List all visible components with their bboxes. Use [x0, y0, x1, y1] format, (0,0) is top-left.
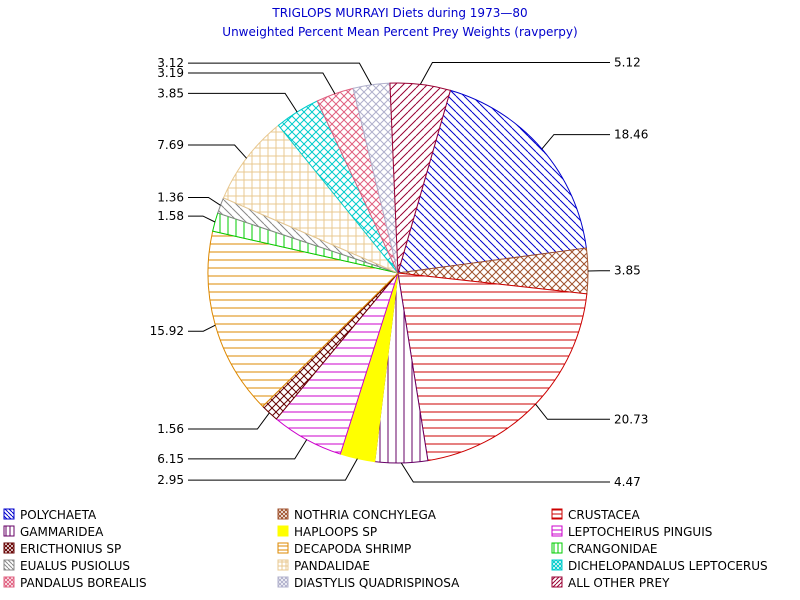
- legend-item-crangonidae: CRANGONIDAE: [551, 542, 658, 556]
- leader-line-pandalus-borealis: [188, 72, 336, 95]
- legend-item-decapoda-shrimp: DECAPODA SHRIMP: [277, 542, 411, 556]
- leader-line-eualus-pusiolus: [188, 197, 221, 206]
- legend-swatch-decapoda-shrimp: [277, 542, 289, 554]
- chart-subtitle: Unweighted Percent Mean Percent Prey Wei…: [222, 25, 577, 39]
- legend-label-crangonidae: CRANGONIDAE: [568, 542, 658, 556]
- value-label-all-other-prey: 5.12: [614, 56, 641, 70]
- slice-polychaeta: [397, 89, 587, 274]
- legend-swatch-crustacea: [551, 508, 563, 520]
- value-label-ericthonius-sp: 1.56: [157, 422, 184, 436]
- legend-item-leptocheirus-pinguis: LEPTOCHEIRUS PINGUIS: [551, 525, 712, 539]
- leader-line-crangonidae: [188, 215, 216, 223]
- leader-line-crustacea: [535, 403, 610, 420]
- legend-swatch-crangonidae: [551, 542, 563, 554]
- pie-slices: [207, 82, 589, 464]
- legend-swatch-dichelopandalus-leptocerus: [551, 559, 563, 571]
- value-label-eualus-pusiolus: 1.36: [157, 191, 184, 205]
- leader-line-all-other-prey: [419, 62, 610, 85]
- slice-decapoda-shrimp: [207, 230, 400, 408]
- legend-label-crustacea: CRUSTACEA: [568, 508, 640, 522]
- leader-line-pandalidae: [188, 144, 247, 159]
- legend-item-diastylis-quadrispinosa: DIASTYLIS QUADRISPINOSA: [277, 576, 460, 590]
- value-label-polychaeta: 18.46: [614, 128, 648, 142]
- value-label-crangonidae: 1.58: [157, 209, 184, 223]
- value-label-pandalus-borealis: 3.19: [157, 66, 184, 80]
- value-label-haploops-sp: 2.95: [157, 473, 184, 487]
- legend-swatch-all-other-prey: [551, 576, 563, 588]
- legend-swatch-leptocheirus-pinguis: [551, 525, 563, 537]
- legend-item-dichelopandalus-leptocerus: DICHELOPANDALUS LEPTOCERUS: [551, 559, 768, 573]
- legend-swatch-pandalidae: [277, 559, 289, 571]
- value-label-dichelopandalus-leptocerus: 3.85: [157, 86, 184, 100]
- legend-swatch-nothria-conchylega: [277, 508, 289, 520]
- value-label-pandalidae: 7.69: [157, 138, 184, 152]
- legend-item-haploops-sp: HAPLOOPS SP: [277, 525, 377, 539]
- legend-label-all-other-prey: ALL OTHER PREY: [568, 576, 670, 590]
- legend-item-all-other-prey: ALL OTHER PREY: [551, 576, 670, 590]
- legend-swatch-polychaeta: [3, 508, 15, 520]
- legend-label-haploops-sp: HAPLOOPS SP: [294, 525, 377, 539]
- legend-label-dichelopandalus-leptocerus: DICHELOPANDALUS LEPTOCERUS: [568, 559, 768, 573]
- legend-label-leptocheirus-pinguis: LEPTOCHEIRUS PINGUIS: [568, 525, 712, 539]
- legend-item-pandalus-borealis: PANDALUS BOREALIS: [3, 576, 147, 590]
- legend-item-pandalidae: PANDALIDAE: [277, 559, 370, 573]
- legend-item-gammaridea: GAMMARIDEA: [3, 525, 104, 539]
- legend-item-nothria-conchylega: NOTHRIA CONCHYLEGA: [277, 508, 437, 522]
- legend-label-decapoda-shrimp: DECAPODA SHRIMP: [294, 542, 411, 556]
- leader-line-decapoda-shrimp: [188, 324, 216, 332]
- legend-swatch-ericthonius-sp: [3, 542, 15, 554]
- value-label-diastylis-quadrispinosa: 3.12: [157, 56, 184, 70]
- leader-line-haploops-sp: [188, 458, 358, 481]
- legend-item-crustacea: CRUSTACEA: [551, 508, 640, 522]
- legend-item-eualus-pusiolus: EUALUS PUSIOLUS: [3, 559, 130, 573]
- leader-line-ericthonius-sp: [188, 412, 270, 430]
- value-label-nothria-conchylega: 3.85: [614, 264, 641, 278]
- legend-label-gammaridea: GAMMARIDEA: [20, 525, 104, 539]
- leader-line-dichelopandalus-leptocerus: [188, 92, 298, 113]
- legend-label-ericthonius-sp: ERICTHONIUS SP: [20, 542, 121, 556]
- legend-swatch-gammaridea: [3, 525, 15, 537]
- value-label-leptocheirus-pinguis: 6.15: [157, 452, 184, 466]
- legend-label-pandalidae: PANDALIDAE: [294, 559, 370, 573]
- legend-item-ericthonius-sp: ERICTHONIUS SP: [3, 542, 121, 556]
- legend-item-polychaeta: POLYCHAETA: [3, 508, 97, 522]
- legend: POLYCHAETA NOTHRIA CONCHYLEGA CRUSTACEA GAM…: [3, 508, 768, 590]
- value-labels: 18.46 3.85 20.73 4.47 2.95 6.15 1.56 15.92 1.58 1…: [150, 56, 649, 490]
- legend-label-polychaeta: POLYCHAETA: [20, 508, 97, 522]
- legend-label-nothria-conchylega: NOTHRIA CONCHYLEGA: [294, 508, 437, 522]
- value-label-decapoda-shrimp: 15.92: [150, 324, 184, 338]
- legend-swatch-diastylis-quadrispinosa: [277, 576, 289, 588]
- value-label-gammaridea: 4.47: [614, 475, 641, 489]
- slice-crustacea: [397, 272, 588, 462]
- leader-line-gammaridea: [400, 462, 610, 483]
- value-label-crustacea: 20.73: [614, 412, 648, 426]
- legend-swatch-haploops-sp: [277, 525, 289, 537]
- leader-line-leptocheirus-pinguis: [188, 439, 308, 460]
- legend-label-eualus-pusiolus: EUALUS PUSIOLUS: [20, 559, 130, 573]
- legend-label-pandalus-borealis: PANDALUS BOREALIS: [20, 576, 147, 590]
- chart-title: TRIGLOPS MURRAYI Diets during 1973—80: [271, 6, 527, 20]
- leader-line-diastylis-quadrispinosa: [188, 62, 372, 86]
- legend-swatch-pandalus-borealis: [3, 576, 15, 588]
- slice-all-other-prey: [389, 82, 451, 274]
- legend-label-diastylis-quadrispinosa: DIASTYLIS QUADRISPINOSA: [294, 576, 460, 590]
- leader-line-polychaeta: [541, 134, 610, 150]
- legend-swatch-eualus-pusiolus: [3, 559, 15, 571]
